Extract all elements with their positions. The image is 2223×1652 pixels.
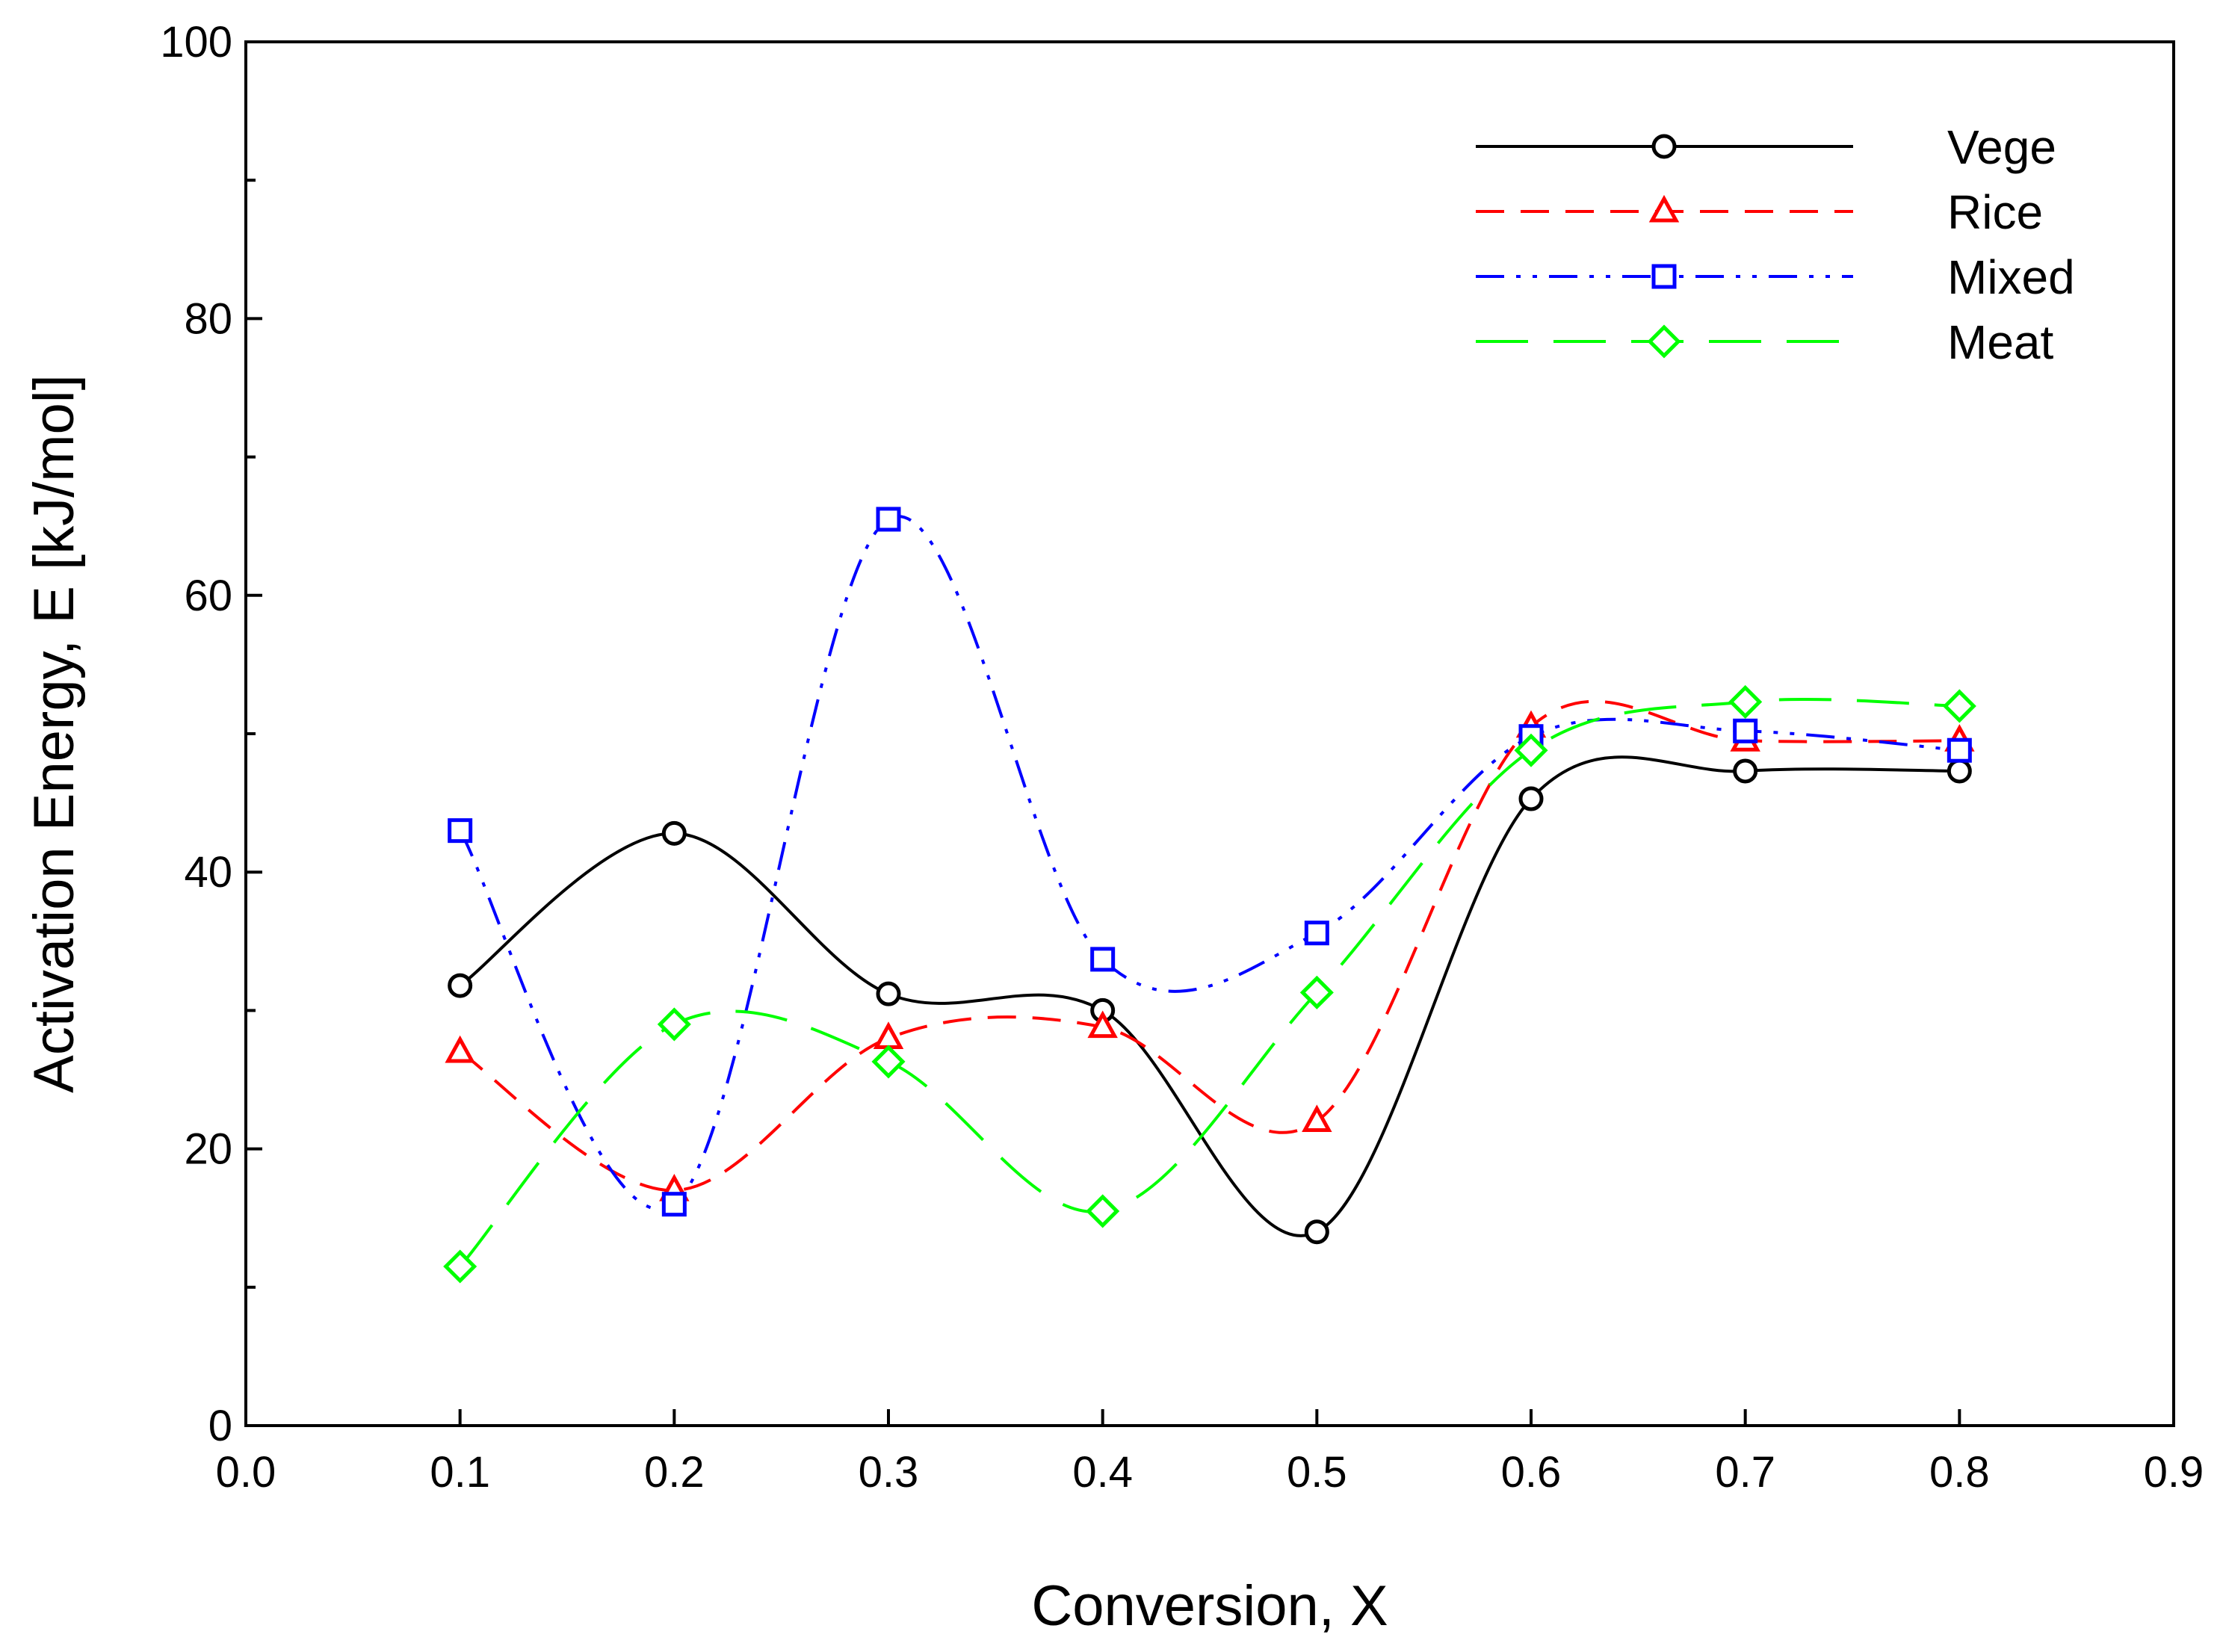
x-tick-label: 0.7	[1715, 1448, 1775, 1497]
data-point-meat	[1514, 733, 1548, 767]
legend-marker-vege	[1651, 134, 1677, 159]
x-tick-label: 0.0	[216, 1448, 276, 1497]
legend-marker-meat	[1647, 324, 1681, 359]
legend-label-vege: Vege	[1947, 120, 2056, 174]
y-tick-label: 60	[184, 572, 232, 620]
data-point-mixed	[1304, 921, 1329, 946]
data-point-vege	[448, 973, 473, 998]
x-tick-label: 0.8	[1929, 1448, 1990, 1497]
x-tick-label: 0.6	[1501, 1448, 1562, 1497]
y-tick-label: 0	[208, 1402, 232, 1450]
data-point-mixed	[661, 1192, 687, 1217]
data-point-rice	[445, 1035, 475, 1063]
x-tick-label: 0.2	[644, 1448, 705, 1497]
y-tick-label: 80	[184, 294, 232, 343]
x-tick-label: 0.5	[1287, 1448, 1347, 1497]
legend-label-mixed: Mixed	[1947, 250, 2075, 304]
x-axis-title: Conversion, X	[1031, 1574, 1388, 1638]
data-point-vege	[661, 820, 687, 846]
data-point-mixed	[1090, 947, 1116, 972]
y-tick-label: 20	[184, 1125, 232, 1174]
data-point-meat	[1942, 689, 1976, 723]
data-point-meat	[1086, 1194, 1120, 1228]
tick-layer: 0.0 0.1 0.2 0.3 0.4 0.5 0.6 0.7 0.8 0.9 0 20 40 60 80 1…	[160, 18, 2204, 1497]
legend-label-rice: Rice	[1947, 185, 2043, 239]
data-point-mixed	[448, 818, 473, 844]
data-point-vege	[1733, 758, 1758, 784]
legend: Vege Rice Mixed Meat	[1476, 120, 2075, 369]
data-point-mixed	[1947, 737, 1972, 763]
legend-marker-mixed	[1651, 264, 1677, 289]
data-point-vege	[1304, 1219, 1329, 1245]
series-line-vege	[459, 755, 1960, 1237]
data-point-rice	[1087, 1010, 1118, 1039]
x-tick-label: 0.3	[859, 1448, 919, 1497]
data-point-mixed	[1733, 718, 1758, 743]
data-point-mixed	[876, 507, 901, 532]
data-point-vege	[1518, 786, 1544, 811]
data-point-meat	[1728, 684, 1763, 719]
series-line-rice	[459, 699, 1960, 1192]
x-tick-label: 0.4	[1072, 1448, 1133, 1497]
x-tick-label: 0.9	[2144, 1448, 2204, 1497]
y-tick-label: 40	[184, 848, 232, 897]
x-tick-label: 0.1	[430, 1448, 490, 1497]
legend-label-meat: Meat	[1947, 315, 2054, 369]
data-point-meat	[443, 1249, 477, 1284]
y-tick-label: 100	[160, 18, 232, 66]
data-point-meat	[871, 1045, 906, 1079]
data-point-vege	[1947, 758, 1972, 784]
data-point-vege	[876, 981, 901, 1006]
legend-marker-rice	[1648, 194, 1680, 223]
data-point-rice	[1302, 1104, 1332, 1133]
data-point-meat	[657, 1007, 691, 1042]
data-point-meat	[1299, 975, 1334, 1009]
y-axis-title: Activation Energy, E [kJ/mol]	[22, 374, 86, 1093]
marker-layer	[443, 507, 1976, 1284]
